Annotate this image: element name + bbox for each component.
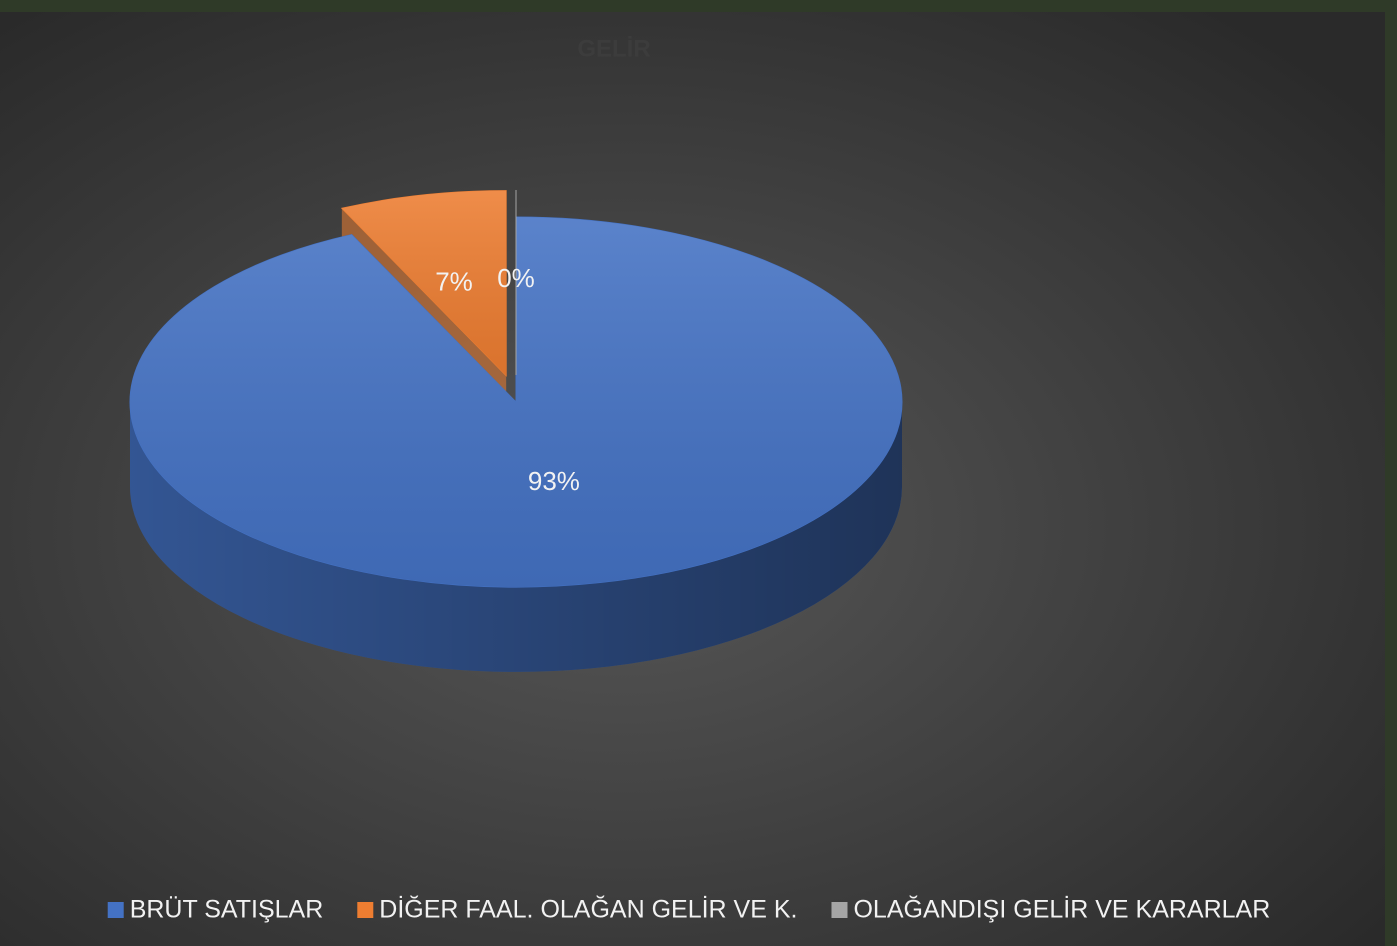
- legend-swatch: [107, 902, 124, 918]
- data-label: 7%: [435, 267, 473, 297]
- slice-side-shade: [130, 402, 902, 672]
- data-label: 0%: [497, 263, 535, 293]
- slice-shade: [341, 190, 507, 376]
- legend-swatch: [357, 902, 374, 918]
- data-label: 93%: [528, 466, 580, 496]
- legend-label: BRÜT SATIŞLAR: [130, 896, 324, 924]
- legend-swatch: [831, 902, 848, 918]
- legend-label: DİĞER FAAL. OLAĞAN GELİR VE K.: [379, 895, 797, 924]
- chart-title: GELİR: [577, 35, 650, 62]
- slice-shade: [129, 217, 903, 588]
- legend-label: OLAĞANDIŞI GELİR VE KARARLAR: [853, 895, 1270, 924]
